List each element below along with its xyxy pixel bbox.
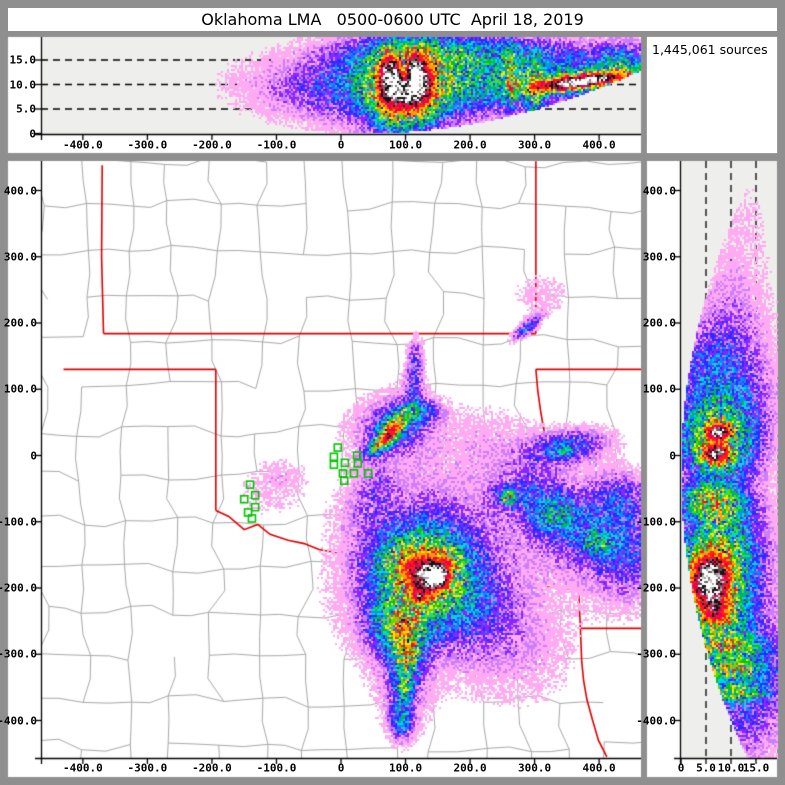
sources-count-label: 1,445,061 sources [652, 42, 768, 57]
page-title: Oklahoma LMA 0500-0600 UTC April 18, 201… [8, 8, 777, 31]
sources-count-box: 1,445,061 sources [647, 37, 777, 153]
